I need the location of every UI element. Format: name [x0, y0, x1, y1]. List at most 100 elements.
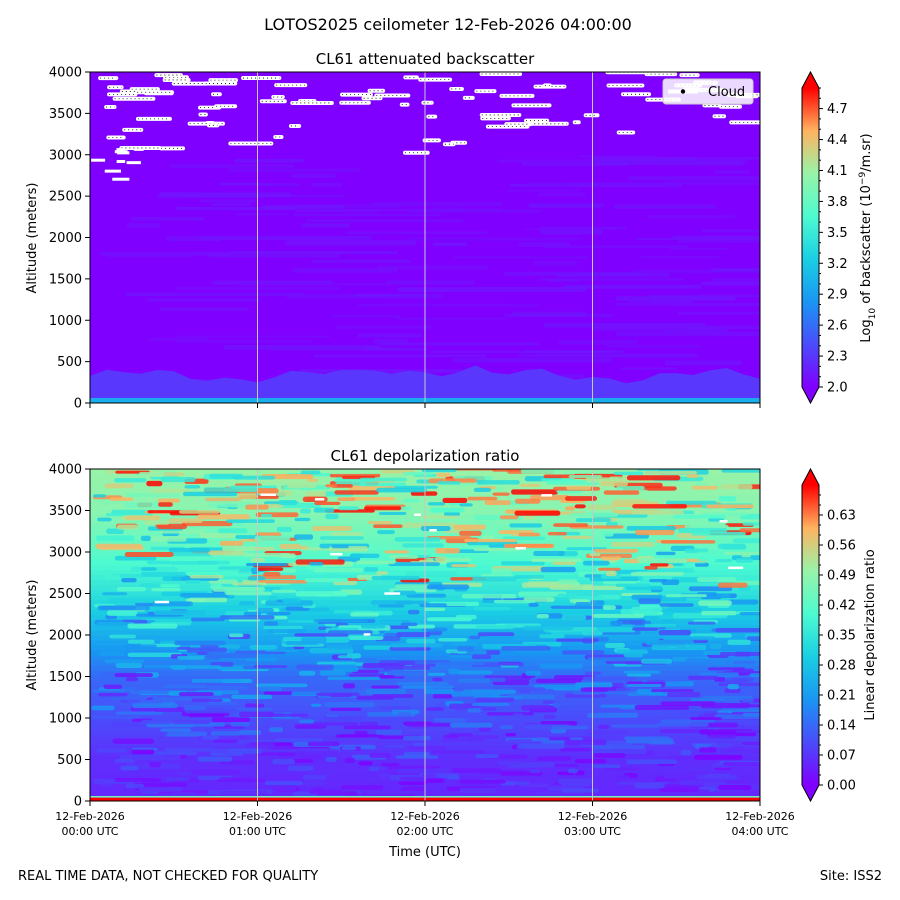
depol-streak	[206, 685, 249, 690]
depol-streak	[169, 792, 197, 797]
depol-streak	[696, 577, 737, 582]
depol-streak	[151, 588, 181, 592]
depol-streak	[644, 565, 658, 570]
depol-streak	[406, 638, 436, 644]
depol-streak	[604, 643, 626, 648]
backscatter-band	[369, 202, 503, 206]
p2-ytick-label: 0	[74, 795, 82, 810]
depol-streak	[482, 707, 497, 711]
depol-streak	[179, 592, 230, 598]
depol-streak	[481, 535, 495, 540]
depol-streak	[149, 761, 162, 768]
depol-streak	[232, 475, 275, 480]
depol-streak	[661, 618, 673, 623]
depol-streak	[378, 604, 405, 608]
depol-streak	[294, 534, 314, 540]
depol-streak	[256, 608, 274, 614]
depol-streak	[406, 593, 447, 598]
depol-streak	[168, 518, 203, 524]
depol-streak	[152, 751, 198, 756]
depol-streak	[123, 644, 157, 649]
depol-streak	[600, 573, 622, 579]
cloud-marker	[644, 72, 678, 77]
backscatter-band	[527, 182, 680, 187]
depol-streak	[492, 492, 510, 496]
depol-streak	[211, 717, 251, 723]
depol-streak	[592, 764, 621, 768]
depol-streak	[699, 747, 717, 753]
backscatter-band	[701, 229, 760, 233]
depol-streak	[287, 765, 314, 771]
backscatter-band	[158, 192, 292, 198]
depol-streak	[96, 709, 110, 714]
depol-streak	[300, 470, 321, 475]
depol-streak	[542, 700, 555, 704]
cloud-marker	[135, 90, 175, 95]
depol-streak	[602, 605, 617, 610]
depol-streak	[295, 591, 349, 597]
depol-streak	[721, 469, 760, 473]
backscatter-band	[407, 237, 583, 241]
depol-streak	[225, 591, 272, 596]
p1-ytick-label: 3500	[49, 107, 82, 122]
backscatter-band	[612, 204, 717, 209]
depol-streak	[327, 711, 359, 716]
depol-streak	[739, 528, 760, 533]
depol-streak	[410, 491, 438, 496]
depol-streak	[746, 636, 760, 642]
depol-streak	[459, 530, 482, 536]
depol-gap	[414, 513, 421, 516]
depol-streak	[557, 593, 578, 598]
depol-streak	[399, 776, 428, 781]
depol-streak	[311, 526, 352, 531]
depol-streak	[543, 714, 556, 719]
backscatter-band	[555, 272, 670, 277]
depol-streak	[626, 475, 681, 481]
depol-streak	[352, 669, 380, 674]
depol-streak	[731, 660, 756, 665]
depol-streak	[384, 550, 410, 554]
p2-ytick-label: 3000	[49, 546, 82, 561]
colorbar-tick-label: 0.14	[827, 719, 856, 734]
depol-streak	[467, 708, 481, 713]
backscatter-band	[268, 346, 400, 351]
depol-streak	[308, 789, 343, 795]
depol-streak	[459, 787, 496, 794]
depol-streak	[473, 547, 521, 552]
depol-streak	[459, 779, 506, 784]
depol-streak	[184, 485, 201, 489]
depol-streak	[245, 562, 288, 567]
depol-streak	[276, 527, 293, 532]
backscatter-band	[373, 338, 409, 344]
p2-ytick-label: 500	[57, 753, 82, 768]
depol-streak	[424, 778, 445, 783]
backscatter-band	[524, 228, 621, 231]
depol-streak	[141, 719, 172, 725]
depol-streak	[156, 523, 187, 530]
depol-streak	[615, 583, 651, 587]
backscatter-band	[208, 253, 340, 258]
depol-streak	[263, 621, 279, 627]
depol-streak	[701, 610, 737, 616]
depol-streak	[163, 684, 213, 689]
depol-streak	[446, 775, 460, 780]
backscatter-band	[126, 223, 161, 228]
depol-streak	[454, 706, 467, 711]
depol-streak	[254, 535, 291, 542]
depol-streak	[104, 483, 134, 489]
depol-streak	[698, 600, 732, 606]
depol-streak	[724, 700, 743, 704]
depol-streak	[715, 628, 760, 633]
depol-streak	[600, 531, 614, 537]
colorbar-tick-label: 3.2	[827, 257, 848, 272]
panel1-title: CL61 attenuated backscatter	[316, 50, 535, 68]
depol-streak	[146, 560, 171, 565]
colorbar-tick-label: 2.9	[827, 288, 848, 303]
backscatter-band	[300, 223, 350, 228]
depol-streak	[653, 607, 702, 612]
backscatter-band	[497, 159, 602, 163]
depol-streak	[405, 571, 457, 577]
colorbar-tick-label: 0.49	[827, 569, 856, 584]
colorbar-tick-label: 0.56	[827, 539, 856, 554]
backscatter-band	[159, 307, 250, 311]
